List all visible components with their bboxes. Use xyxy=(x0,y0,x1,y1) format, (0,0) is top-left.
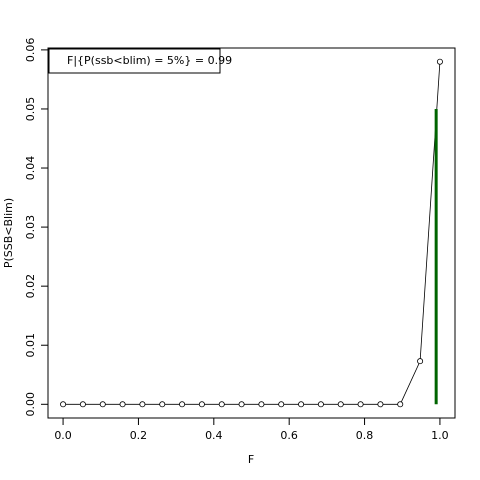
y-axis-label: P(SSB<Blim) xyxy=(2,198,15,268)
point xyxy=(179,401,186,408)
y-tick-label: 0.04 xyxy=(24,156,37,181)
point xyxy=(159,401,166,408)
point xyxy=(198,401,205,408)
point xyxy=(119,401,126,408)
y-tick-label: 0.02 xyxy=(24,274,37,299)
point xyxy=(60,401,67,408)
x-tick-label: 0.6 xyxy=(280,429,298,442)
point xyxy=(436,58,443,65)
point xyxy=(218,401,225,408)
y-tick-label: 0.00 xyxy=(24,392,37,417)
point xyxy=(238,401,245,408)
point xyxy=(357,401,364,408)
legend-box xyxy=(48,48,221,74)
y-tick-label: 0.03 xyxy=(24,215,37,240)
point xyxy=(397,401,404,408)
x-tick-label: 1.0 xyxy=(431,429,449,442)
x-tick-label: 0.8 xyxy=(356,429,374,442)
point xyxy=(337,401,344,408)
plot-box xyxy=(47,47,456,419)
point xyxy=(139,401,146,408)
point xyxy=(99,401,106,408)
x-tick-label: 0.0 xyxy=(54,429,72,442)
point xyxy=(298,401,305,408)
point xyxy=(317,401,324,408)
x-tick-label: 0.4 xyxy=(205,429,223,442)
point xyxy=(417,358,424,365)
point xyxy=(377,401,384,408)
point xyxy=(278,401,285,408)
y-tick-label: 0.06 xyxy=(24,38,37,63)
point xyxy=(258,401,265,408)
y-tick-label: 0.05 xyxy=(24,97,37,122)
x-tick-label: 0.2 xyxy=(130,429,148,442)
y-tick-label: 0.01 xyxy=(24,333,37,358)
legend-text: F|{P(ssb<blim) = 5%} = 0.99 xyxy=(67,54,232,67)
series-line xyxy=(63,61,441,405)
point xyxy=(79,401,86,408)
x-axis-label: F xyxy=(248,453,254,466)
